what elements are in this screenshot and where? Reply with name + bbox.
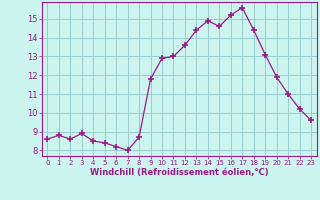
X-axis label: Windchill (Refroidissement éolien,°C): Windchill (Refroidissement éolien,°C) <box>90 168 268 177</box>
